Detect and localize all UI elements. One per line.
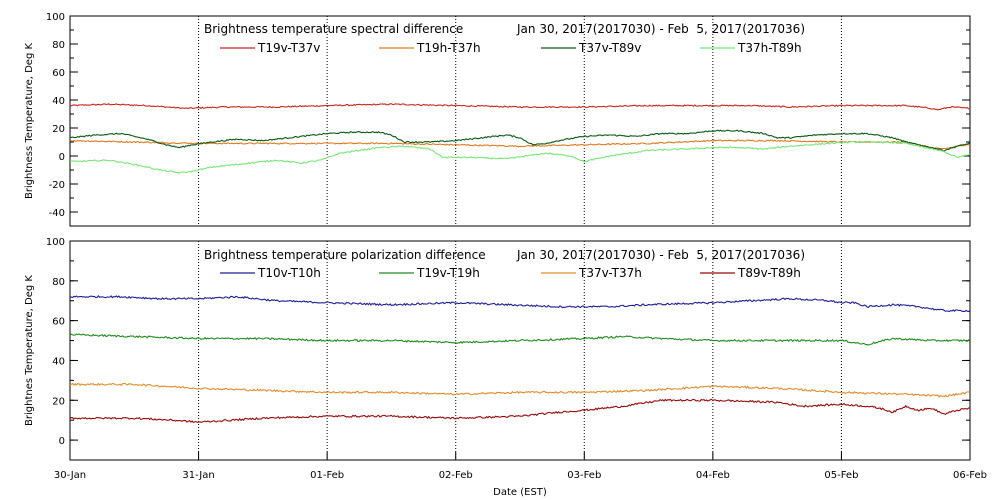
polarization-difference-panel: 0 20 40 60 80 100 30-Jan 31-Jan 01-Feb 02-Feb 03-… (24, 237, 987, 498)
x-axis-label: Date (EST) (493, 487, 547, 498)
chart-title: Brightness temperature polarization diff… (204, 248, 486, 262)
legend: T10v-T10h T19v-T19h T37v-T37h T89v-T89h (220, 266, 801, 280)
legend-label: T19v-T37v (257, 41, 320, 55)
y-tick-label: 40 (52, 356, 65, 367)
legend-label: T37v-T89v (578, 41, 641, 55)
series-line-t37h-t89h (69, 140, 971, 174)
y-tick-label: -40 (49, 208, 65, 219)
legend-label: T19h-T37h (416, 41, 481, 55)
legend-label: T89v-T89h (737, 266, 801, 280)
y-tick-label: -20 (49, 180, 65, 191)
grid-lines (198, 241, 842, 460)
x-tick-label: 06-Feb (953, 470, 987, 481)
legend: T19v-T37v T19h-T37h T37v-T89v T37h-T89h (220, 41, 802, 55)
y-tick-label: 0 (59, 152, 65, 163)
y-axis-label: Brightness Temperature, Deg K (24, 43, 35, 200)
x-axis: 30-Jan 31-Jan 01-Feb 02-Feb 03-Feb 04-Feb 05-F… (54, 452, 987, 481)
series-line-t19v-t19h (69, 333, 971, 346)
legend-label: T37h-T89h (737, 41, 802, 55)
y-tick-label: 20 (52, 124, 65, 135)
x-tick-label: 04-Feb (696, 470, 730, 481)
y-tick-label: 100 (46, 12, 65, 23)
series-line-t10v-t10h (69, 295, 971, 313)
y-tick-label: 80 (52, 40, 65, 51)
y-tick-label: 100 (46, 237, 65, 248)
plot-frame (69, 240, 971, 461)
x-tick-label: 05-Feb (824, 470, 858, 481)
y-axis: -40 -20 0 20 40 60 80 100 (46, 12, 970, 227)
series-line-t37v-t89v (70, 129, 971, 152)
series-line-t19h-t37h (70, 139, 971, 150)
x-tick-label: 31-Jan (182, 470, 214, 481)
x-tick-label: 03-Feb (567, 470, 601, 481)
date-range: Jan 30, 2017(2017030) - Feb 5, 2017(2017… (516, 248, 805, 262)
y-tick-label: 0 (59, 436, 65, 447)
y-axis-label: Brightnes Temperature, Deg K (24, 275, 35, 426)
series-line-t37v-t37h (69, 382, 971, 398)
chart-title: Brightness temperature spectral differen… (204, 22, 463, 36)
grid-lines (198, 16, 842, 226)
y-tick-label: 60 (52, 68, 65, 79)
legend-label: T10v-T10h (257, 266, 321, 280)
x-tick-label: 30-Jan (54, 470, 86, 481)
series-line-t19v-t37v (69, 103, 971, 111)
x-tick-label: 02-Feb (439, 470, 473, 481)
spectral-difference-panel: -40 -20 0 20 40 60 80 100 Brightness temperatur… (24, 12, 971, 227)
y-tick-label: 80 (52, 277, 65, 288)
y-tick-label: 60 (52, 317, 65, 328)
legend-label: T37v-T37h (578, 266, 642, 280)
y-tick-label: 40 (52, 96, 65, 107)
y-axis: 0 20 40 60 80 100 (46, 237, 970, 461)
y-tick-label: 20 (52, 396, 65, 407)
series-line-t89v-t89h (69, 398, 971, 424)
plot-frame (69, 15, 971, 227)
x-tick-label: 01-Feb (310, 470, 344, 481)
legend-label: T19v-T19h (416, 266, 480, 280)
series-group (69, 103, 971, 174)
date-range: Jan 30, 2017(2017030) - Feb 5, 2017(2017… (516, 22, 805, 36)
series-group (69, 295, 971, 424)
